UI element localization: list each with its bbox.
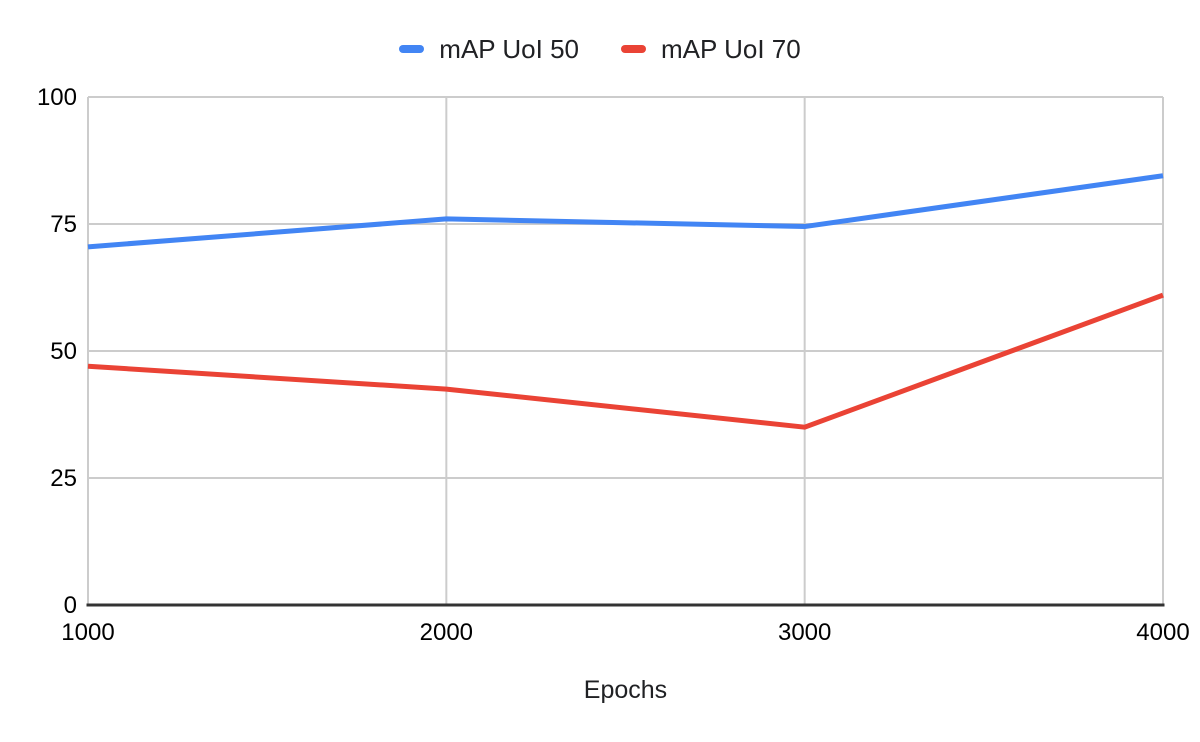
x-tick-label: 3000 bbox=[778, 619, 831, 646]
x-tick-label: 2000 bbox=[420, 619, 473, 646]
x-axis-title: Epochs bbox=[583, 676, 668, 704]
legend-label-map-uoi-70: mAP UoI 70 bbox=[661, 33, 801, 64]
chart-legend: mAP UoI 50 mAP UoI 70 bbox=[0, 33, 1200, 65]
y-tick-label: 50 bbox=[50, 338, 77, 365]
y-tick-label: 75 bbox=[50, 211, 77, 238]
legend-item-map-uoi-50: mAP UoI 50 bbox=[399, 34, 579, 65]
x-tick-label: 4000 bbox=[1136, 619, 1189, 646]
series-line-0 bbox=[87, 173, 1164, 250]
legend-item-map-uoi-70: mAP UoI 70 bbox=[621, 34, 801, 65]
legend-label-map-uoi-50: mAP UoI 50 bbox=[439, 33, 579, 64]
x-tick-label: 1000 bbox=[61, 619, 114, 646]
y-tick-label: 0 bbox=[64, 592, 77, 619]
legend-swatch-red-icon bbox=[621, 45, 646, 53]
legend-swatch-blue-icon bbox=[399, 45, 425, 53]
series-line-1 bbox=[87, 292, 1164, 430]
y-tick-label: 25 bbox=[50, 465, 77, 492]
y-tick-label: 100 bbox=[37, 84, 77, 111]
